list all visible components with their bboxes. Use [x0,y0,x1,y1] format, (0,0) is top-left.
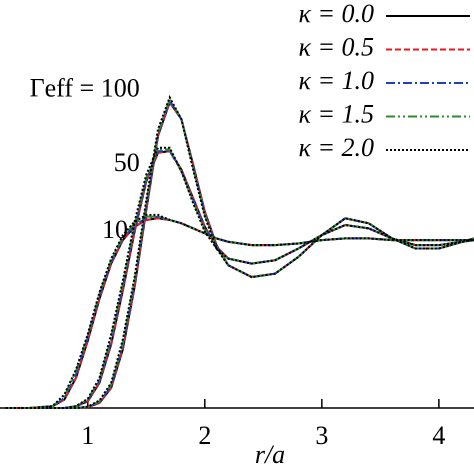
curve-label: 10 [102,215,128,244]
legend-label: κ = 0.5 [298,32,374,61]
curve [5,213,474,409]
x-tick-label: 4 [432,421,445,450]
legend-label: κ = 1.0 [298,66,374,95]
legend-label: κ = 2.0 [298,133,374,162]
curve [5,146,474,409]
curve [5,100,474,409]
legend-label: κ = 0.0 [298,0,374,28]
x-tick-label: 3 [315,421,328,450]
curve-label: Γeff = 100 [30,73,140,102]
curve [5,100,474,409]
x-tick-label: 2 [198,421,211,450]
curve-label: 50 [114,148,140,177]
legend-label: κ = 1.5 [298,99,374,128]
x-tick-label: 1 [81,421,94,450]
curve [5,215,474,409]
curve [5,98,474,409]
curve [5,96,474,409]
curve [5,217,474,409]
curve [5,94,474,409]
x-axis-label: r/a [255,440,285,469]
